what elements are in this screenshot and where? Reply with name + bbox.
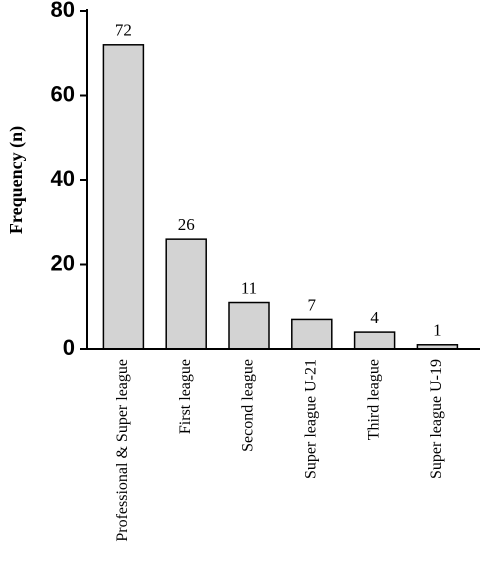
x-tick-label: Second league [240,359,257,452]
bar [228,301,270,350]
value-label: 11 [241,278,257,297]
x-tick-label: Super league U-19 [428,359,445,479]
value-label: 7 [308,295,317,314]
y-tick-label: 40 [51,166,75,191]
bar [353,331,396,350]
x-tick-label: Super league U-21 [302,359,319,479]
y-tick-label: 80 [51,0,75,22]
bar [102,44,145,350]
y-tick-label: 0 [63,335,75,360]
value-label: 4 [370,308,379,327]
x-tick-label: Third league [365,359,382,440]
bar [291,318,333,350]
value-label: 72 [115,21,132,40]
y-tick-label: 60 [51,81,75,106]
x-tick-label: First league [177,359,194,434]
y-axis-label: Frequency (n) [6,126,27,234]
value-label: 26 [178,215,195,234]
bar [165,238,207,350]
y-tick-label: 20 [51,250,75,275]
value-label: 1 [433,321,442,340]
x-tick-label: Professional & Super league [114,359,131,542]
